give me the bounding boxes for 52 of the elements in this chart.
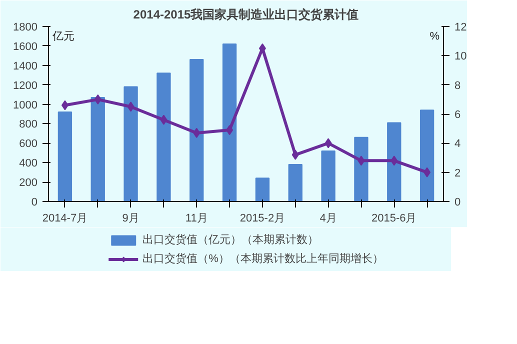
point xyxy=(94,94,102,104)
y2-axis-title: % xyxy=(430,30,440,42)
bar xyxy=(58,112,72,202)
bar xyxy=(156,72,171,202)
y-tick-label: 0 xyxy=(31,196,38,208)
y-tick-label: 1200 xyxy=(13,80,38,92)
point xyxy=(160,114,168,125)
point xyxy=(358,156,365,166)
bar xyxy=(222,44,237,202)
point xyxy=(226,125,234,136)
y-tick-label: 200 xyxy=(19,177,38,190)
y2-tick-label: 12 xyxy=(454,22,467,34)
x-tick-label: 4月 xyxy=(320,212,337,224)
point xyxy=(258,43,266,54)
point xyxy=(61,100,68,110)
y2-tick-label: 0 xyxy=(454,196,461,208)
x-tick-label: 2014-7月 xyxy=(42,212,88,224)
y-axis-title: 亿元 xyxy=(52,30,74,42)
y2-tick-label: 4 xyxy=(454,138,461,150)
y-tick-label: 1600 xyxy=(13,40,38,53)
x-tick-label: 11月 xyxy=(185,212,208,224)
point xyxy=(292,150,299,160)
bar xyxy=(420,110,434,202)
x-tick-label: 2015-6月 xyxy=(372,212,417,224)
legend-label: 出口交货值（亿元）（本期累计数） xyxy=(142,232,319,247)
y-tick-label: 600 xyxy=(19,138,38,150)
bar xyxy=(321,150,336,202)
y-tick-label: 400 xyxy=(19,158,38,170)
bar xyxy=(124,86,138,202)
bar xyxy=(190,59,204,202)
bar xyxy=(90,96,105,202)
x-tick-label: 9月 xyxy=(122,212,140,224)
y-tick-label: 1400 xyxy=(13,60,38,72)
y2-tick-label: 8 xyxy=(454,80,461,92)
y2-tick-label: 6 xyxy=(454,109,461,121)
point xyxy=(390,156,398,166)
y-tick-label: 800 xyxy=(19,118,38,131)
bar xyxy=(354,136,368,202)
x-tick-label: 2015-2月 xyxy=(240,212,286,224)
point xyxy=(193,128,200,138)
bar xyxy=(387,122,402,202)
y2-tick-label: 2 xyxy=(454,167,461,180)
legend-label: 出口交货值（%）（本期累计数比上年同期增长） xyxy=(142,252,384,266)
y-tick-label: 1000 xyxy=(13,99,38,112)
y2-tick-label: 10 xyxy=(454,50,467,63)
point xyxy=(324,138,332,148)
point xyxy=(127,102,134,112)
point xyxy=(424,167,431,178)
bar xyxy=(288,164,302,202)
chart-title: 2014-2015我国家具制造业出口交货累计值 xyxy=(133,8,359,22)
y-tick-label: 1800 xyxy=(13,22,38,34)
bar xyxy=(255,178,270,202)
